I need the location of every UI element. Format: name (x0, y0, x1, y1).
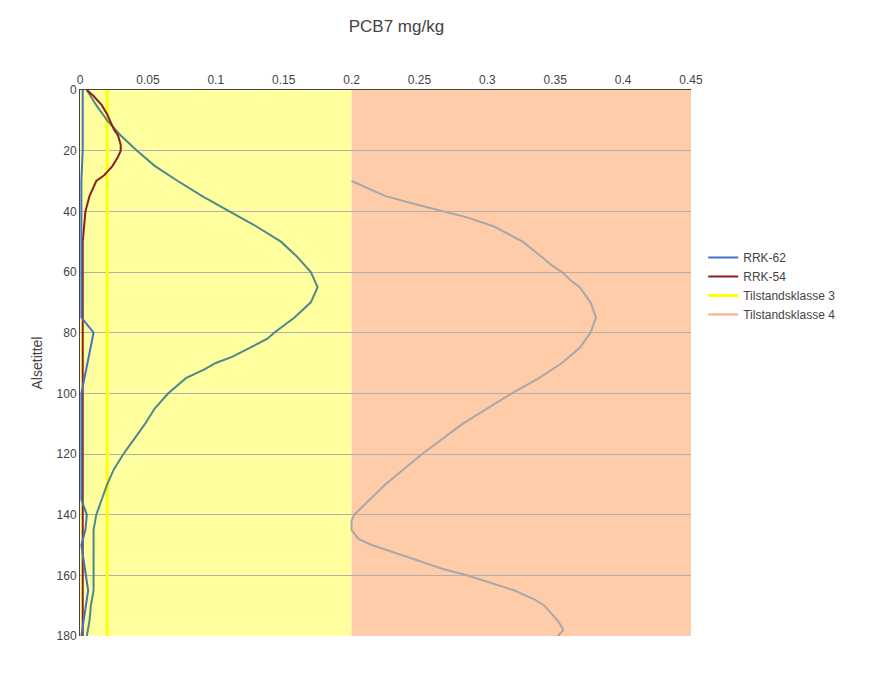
svg-text:Tilstandsklasse 3: Tilstandsklasse 3 (743, 289, 835, 303)
svg-text:0.1: 0.1 (207, 73, 224, 87)
svg-text:0.45: 0.45 (679, 73, 703, 87)
svg-text:140: 140 (57, 508, 77, 522)
svg-text:60: 60 (63, 265, 77, 279)
svg-text:Alsetittel: Alsetittel (29, 337, 45, 390)
svg-text:0.05: 0.05 (136, 73, 160, 87)
svg-text:0: 0 (70, 83, 77, 97)
svg-text:80: 80 (63, 326, 77, 340)
svg-text:0.15: 0.15 (272, 73, 296, 87)
svg-text:20: 20 (63, 144, 77, 158)
svg-text:120: 120 (57, 447, 77, 461)
svg-text:0: 0 (77, 73, 84, 87)
svg-text:40: 40 (63, 205, 77, 219)
svg-text:0.3: 0.3 (479, 73, 496, 87)
svg-text:0.25: 0.25 (408, 73, 432, 87)
svg-text:100: 100 (57, 387, 77, 401)
svg-text:160: 160 (57, 569, 77, 583)
svg-text:0.2: 0.2 (343, 73, 360, 87)
svg-text:RRK-62: RRK-62 (743, 251, 786, 265)
svg-text:180: 180 (57, 629, 77, 643)
svg-text:0.35: 0.35 (544, 73, 568, 87)
svg-text:0.4: 0.4 (615, 73, 632, 87)
svg-text:RRK-54: RRK-54 (743, 270, 786, 284)
svg-text:Tilstandsklasse 4: Tilstandsklasse 4 (743, 308, 835, 322)
svg-text:PCB7 mg/kg: PCB7 mg/kg (349, 17, 444, 36)
